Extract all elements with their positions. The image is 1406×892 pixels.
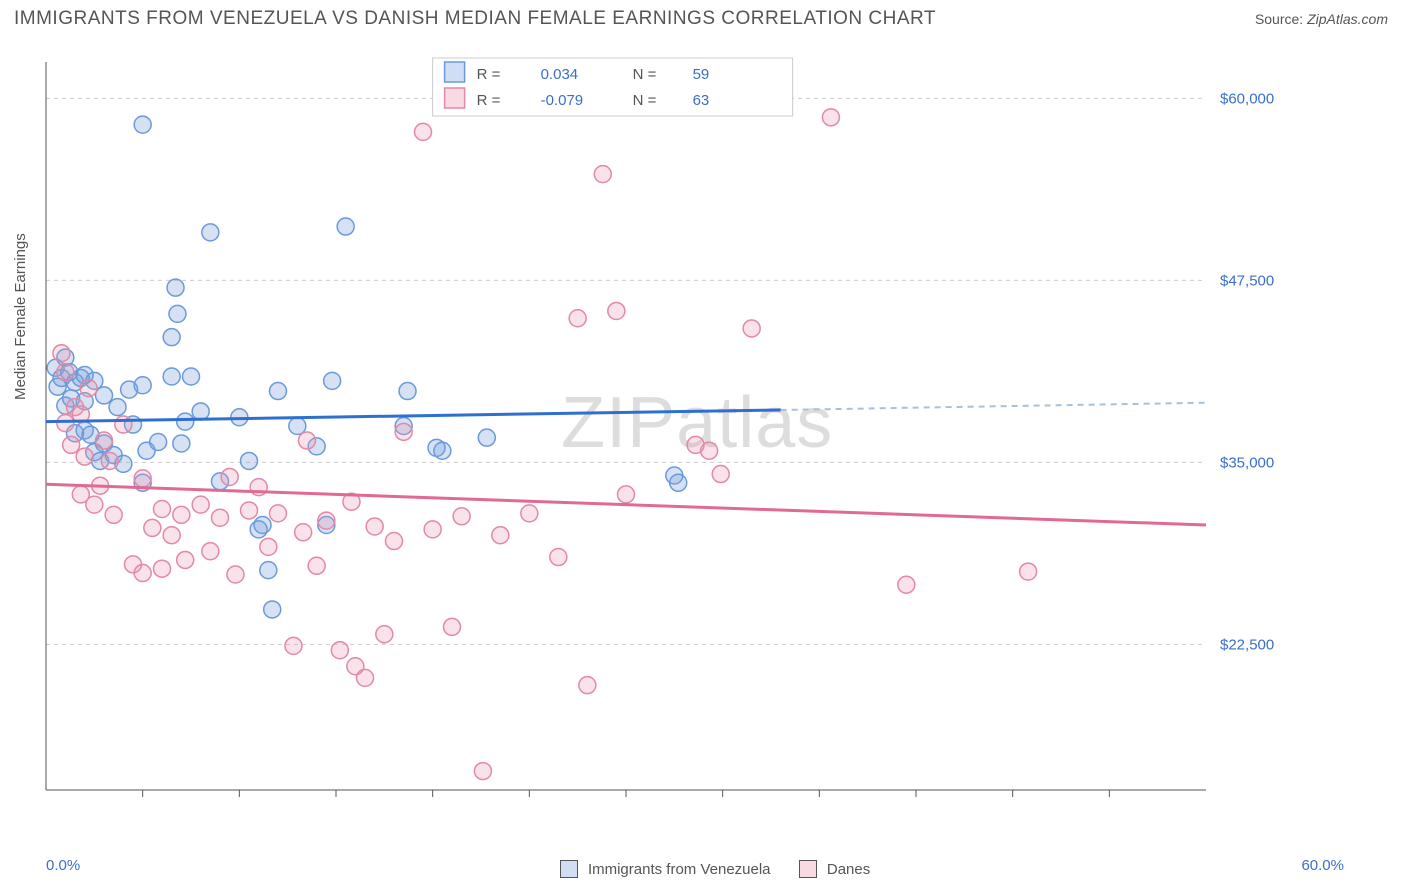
svg-text:59: 59 [693,66,710,83]
scatter-chart: $22,500$35,000$47,500$60,000ZIPatlasR =0… [42,54,1302,810]
svg-text:$60,000: $60,000 [1220,90,1274,107]
svg-text:N =: N = [633,66,657,83]
svg-text:R =: R = [477,92,501,109]
legend-bottom: Immigrants from Venezuela Danes [0,860,1406,878]
svg-text:0.034: 0.034 [541,66,579,83]
legend-label-blue: Immigrants from Venezuela [588,861,771,878]
svg-text:$35,000: $35,000 [1220,454,1274,471]
legend-swatch-blue [560,860,578,878]
legend-label-pink: Danes [827,861,870,878]
svg-text:63: 63 [693,92,710,109]
source-credit: Source: ZipAtlas.com [1255,11,1388,27]
svg-text:$47,500: $47,500 [1220,272,1274,289]
svg-text:R =: R = [477,66,501,83]
svg-text:N =: N = [633,92,657,109]
svg-text:$22,500: $22,500 [1220,636,1274,653]
chart-title: IMMIGRANTS FROM VENEZUELA VS DANISH MEDI… [14,8,936,30]
legend-swatch-pink [799,860,817,878]
svg-text:-0.079: -0.079 [541,92,584,109]
y-axis-label: Median Female Earnings [12,233,29,400]
